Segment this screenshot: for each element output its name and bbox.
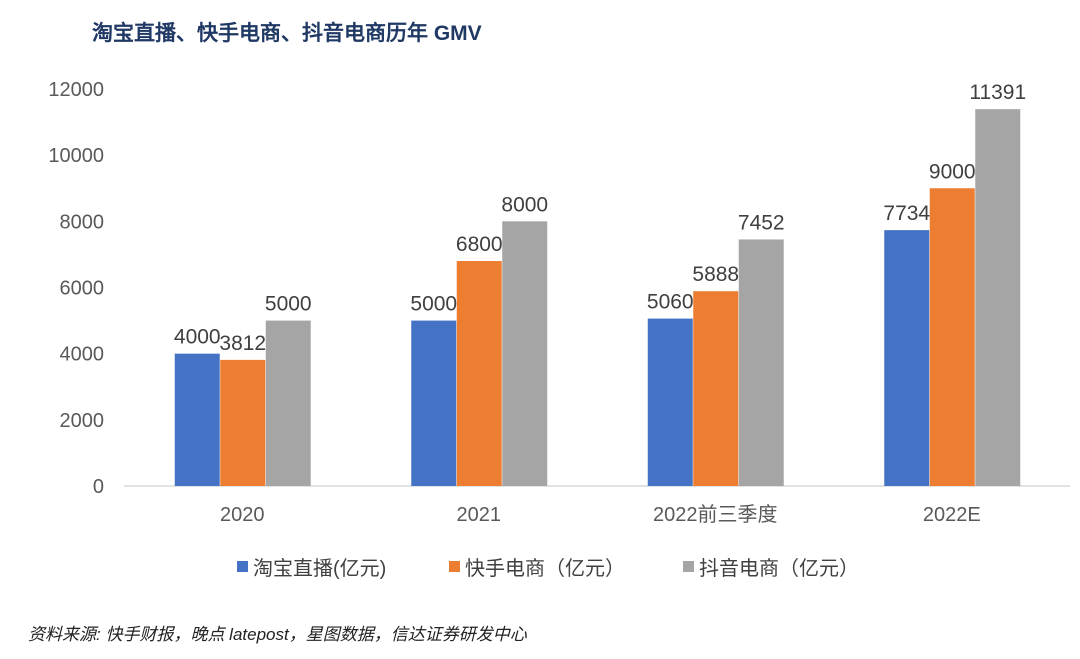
bar — [738, 239, 784, 486]
bar — [693, 291, 739, 486]
y-tick-label: 8000 — [60, 211, 105, 233]
data-label: 4000 — [174, 326, 221, 349]
bar — [265, 320, 311, 486]
bar — [456, 261, 502, 486]
legend-swatch — [683, 561, 694, 572]
bar — [411, 320, 457, 486]
data-label: 5000 — [410, 293, 457, 316]
bar — [174, 353, 220, 486]
bar — [929, 188, 975, 486]
y-tick-label: 10000 — [48, 145, 104, 167]
x-tick-label: 2022E — [923, 504, 981, 526]
data-label: 5060 — [647, 291, 694, 314]
bar — [647, 318, 693, 486]
y-tick-label: 6000 — [60, 278, 105, 300]
legend-label: 快手电商（亿元） — [465, 557, 625, 580]
bar — [502, 221, 548, 487]
legend-swatch — [449, 561, 460, 572]
legend-label: 淘宝直播(亿元) — [253, 557, 386, 580]
data-label: 3812 — [219, 332, 266, 355]
data-label: 6800 — [456, 233, 503, 256]
y-tick-label: 4000 — [60, 344, 105, 366]
y-tick-label: 2000 — [60, 410, 105, 432]
legend-label: 抖音电商（亿元） — [699, 557, 859, 580]
data-label: 11391 — [969, 81, 1026, 104]
y-tick-label: 12000 — [48, 79, 104, 101]
bar — [975, 109, 1021, 486]
legend-swatch — [237, 561, 248, 572]
x-tick-label: 2022前三季度 — [653, 503, 778, 526]
y-tick-label: 0 — [93, 476, 104, 498]
data-label: 5888 — [692, 263, 739, 286]
chart-title: 淘宝直播、快手电商、抖音电商历年 GMV — [92, 22, 482, 45]
data-label: 8000 — [501, 193, 548, 216]
data-label: 9000 — [929, 160, 976, 183]
data-label: 7734 — [883, 202, 930, 225]
source-note: 资料来源: 快手财报，晚点 latepost，星图数据，信达证券研发中心 — [28, 625, 527, 644]
x-tick-label: 2020 — [220, 504, 265, 526]
data-label: 7452 — [738, 211, 785, 234]
x-tick-label: 2021 — [457, 504, 502, 526]
bar — [884, 230, 930, 486]
bar — [220, 359, 266, 486]
data-label: 5000 — [265, 293, 312, 316]
